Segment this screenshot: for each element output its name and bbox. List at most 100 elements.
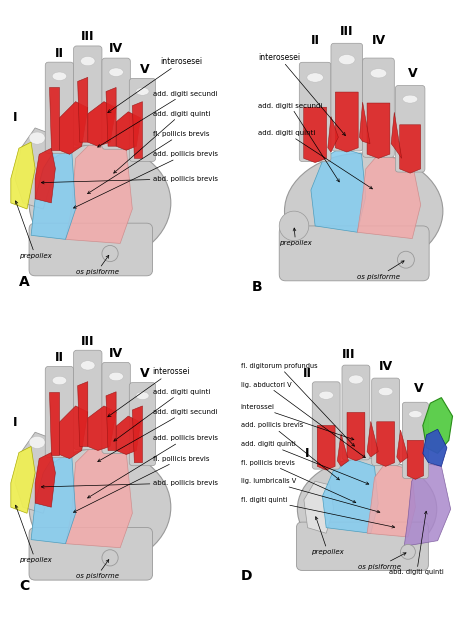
Polygon shape [328, 117, 338, 152]
Text: prepollex: prepollex [15, 505, 52, 563]
Ellipse shape [29, 132, 45, 144]
Circle shape [102, 550, 118, 566]
FancyBboxPatch shape [342, 365, 370, 460]
Text: III: III [342, 348, 355, 361]
Ellipse shape [297, 458, 437, 560]
Polygon shape [367, 103, 390, 158]
Text: add. pollicis brevis: add. pollicis brevis [88, 435, 218, 498]
FancyBboxPatch shape [73, 46, 102, 145]
Ellipse shape [378, 388, 393, 396]
FancyBboxPatch shape [102, 58, 130, 149]
Text: add. digiti secundi: add. digiti secundi [98, 91, 217, 147]
Polygon shape [65, 142, 132, 243]
Text: III: III [81, 30, 94, 43]
Polygon shape [49, 392, 59, 455]
Polygon shape [31, 142, 76, 239]
Text: II: II [55, 351, 64, 364]
Polygon shape [88, 406, 116, 450]
FancyBboxPatch shape [129, 383, 155, 466]
Text: add. digiti quinti: add. digiti quinti [114, 389, 210, 441]
Text: C: C [19, 579, 29, 593]
Polygon shape [65, 446, 132, 548]
Text: III: III [340, 25, 354, 38]
Ellipse shape [109, 68, 123, 76]
Circle shape [398, 252, 414, 268]
Text: IV: IV [109, 42, 123, 55]
Text: III: III [81, 335, 94, 348]
Text: abd. pollicis brevis: abd. pollicis brevis [41, 480, 218, 488]
Ellipse shape [349, 375, 363, 384]
Polygon shape [377, 422, 394, 466]
FancyBboxPatch shape [102, 363, 130, 453]
FancyBboxPatch shape [299, 62, 331, 161]
FancyBboxPatch shape [45, 62, 73, 153]
Text: V: V [408, 68, 417, 80]
Text: add. digiti quinti: add. digiti quinti [114, 111, 210, 173]
Ellipse shape [319, 391, 333, 399]
Ellipse shape [136, 392, 149, 399]
Text: IV: IV [372, 34, 385, 47]
Ellipse shape [29, 144, 171, 261]
FancyBboxPatch shape [372, 378, 400, 465]
Text: V: V [140, 63, 149, 76]
FancyBboxPatch shape [312, 382, 340, 469]
Text: fl. pollicis brevis: fl. pollicis brevis [88, 131, 209, 194]
Ellipse shape [52, 376, 67, 385]
Circle shape [401, 545, 415, 560]
Text: II: II [310, 34, 319, 47]
Polygon shape [78, 78, 88, 142]
Text: I: I [305, 447, 310, 460]
FancyBboxPatch shape [395, 86, 425, 172]
Polygon shape [322, 459, 378, 533]
Text: add. digiti quinti: add. digiti quinti [241, 441, 369, 484]
Ellipse shape [81, 57, 95, 66]
Text: V: V [414, 382, 424, 395]
Polygon shape [359, 102, 370, 143]
Polygon shape [132, 406, 143, 463]
Text: fl. pollicis brevis: fl. pollicis brevis [241, 460, 356, 503]
Ellipse shape [109, 372, 123, 381]
Text: B: B [252, 280, 263, 294]
Polygon shape [317, 425, 335, 470]
FancyBboxPatch shape [402, 402, 428, 478]
Ellipse shape [402, 95, 418, 103]
Text: II: II [303, 367, 312, 380]
Polygon shape [106, 88, 116, 146]
Text: prepollex: prepollex [279, 228, 312, 246]
Polygon shape [304, 107, 327, 163]
Polygon shape [407, 440, 424, 479]
Polygon shape [423, 429, 447, 466]
Text: add. digiti quinti: add. digiti quinti [258, 130, 373, 189]
Text: os pisiforme: os pisiforme [76, 560, 118, 579]
Ellipse shape [338, 55, 355, 65]
FancyBboxPatch shape [29, 223, 153, 276]
Text: interosesei: interosesei [108, 57, 203, 112]
FancyBboxPatch shape [73, 350, 102, 450]
Text: os pisiforme: os pisiforme [358, 553, 406, 569]
FancyBboxPatch shape [45, 366, 73, 458]
Polygon shape [423, 397, 453, 453]
Ellipse shape [81, 361, 95, 370]
Text: lig. abductori V: lig. abductori V [241, 382, 365, 458]
Text: lig. lumbricalis V: lig. lumbricalis V [241, 478, 380, 513]
FancyBboxPatch shape [279, 226, 429, 281]
Ellipse shape [307, 73, 323, 82]
Text: IV: IV [379, 360, 392, 373]
FancyBboxPatch shape [363, 58, 394, 157]
Text: A: A [19, 275, 30, 289]
Text: D: D [241, 569, 252, 582]
Polygon shape [11, 446, 35, 514]
Polygon shape [35, 148, 55, 203]
Polygon shape [357, 154, 421, 238]
Polygon shape [337, 433, 348, 466]
Text: I: I [13, 415, 17, 428]
FancyBboxPatch shape [331, 43, 363, 151]
Ellipse shape [409, 410, 422, 418]
Text: V: V [140, 367, 149, 380]
Text: add. digiti secundi: add. digiti secundi [258, 102, 339, 182]
Text: interossei: interossei [241, 404, 354, 440]
Circle shape [102, 245, 118, 261]
Polygon shape [304, 481, 334, 533]
Text: os pisiforme: os pisiforme [357, 261, 404, 279]
Text: fl. digitorum profundus: fl. digitorum profundus [241, 363, 355, 446]
